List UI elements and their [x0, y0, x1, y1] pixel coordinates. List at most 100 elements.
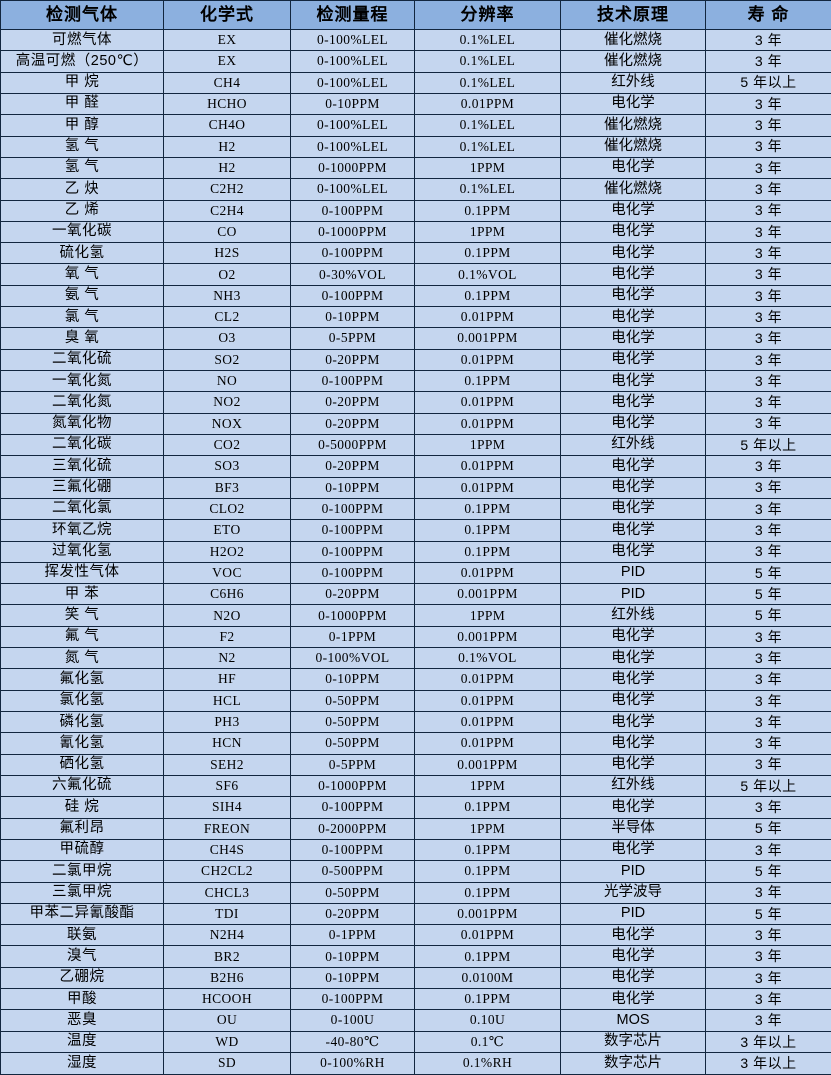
cell-technology: PID — [560, 561, 706, 585]
table-row: 硅 烷 SIH4 0-100PPM 0.1PPM 电化学 3 年 — [0, 796, 831, 819]
cell-technology: 电化学 — [560, 924, 706, 947]
cell-chemical-formula: NO — [163, 369, 291, 393]
cell-technology: 电化学 — [560, 796, 706, 819]
cell-detection-range: 0-20PPM — [290, 412, 415, 435]
table-row: 氟化氢 HF 0-10PPM 0.01PPM 电化学 3 年 — [0, 668, 831, 691]
cell-detection-range: 0-10PPM — [290, 476, 415, 499]
cell-technology: 半导体 — [560, 817, 706, 840]
cell-chemical-formula: CH2CL2 — [163, 860, 291, 883]
cell-gas-name: 氨 气 — [0, 284, 164, 308]
cell-resolution: 0.1%LEL — [414, 178, 561, 201]
cell-lifespan: 3 年 — [705, 753, 831, 776]
cell-detection-range: 0-5PPM — [290, 753, 415, 776]
table-row: 二氧化氯 CLO2 0-100PPM 0.1PPM 电化学 3 年 — [0, 497, 831, 521]
cell-detection-range: 0-100%LEL — [290, 50, 415, 73]
cell-detection-range: 0-1000PPM — [290, 774, 415, 798]
header-row: 检测气体 化学式 检测量程 分辨率 技术原理 寿 命 — [0, 0, 831, 30]
table-row: 氢 气 H2 0-1000PPM 1PPM 电化学 3 年 — [0, 156, 831, 180]
cell-lifespan: 3 年 — [705, 988, 831, 1011]
table-row: 溴气 BR2 0-10PPM 0.1PPM 电化学 3 年 — [0, 945, 831, 968]
cell-gas-name: 二氯甲烷 — [0, 860, 164, 883]
table-row: 六氟化硫 SF6 0-1000PPM 1PPM 红外线 5 年以上 — [0, 774, 831, 798]
cell-gas-name: 二氧化氮 — [0, 391, 164, 414]
column-header-lifespan: 寿 命 — [705, 0, 831, 30]
cell-resolution: 0.01PPM — [414, 306, 561, 329]
cell-detection-range: 0-50PPM — [290, 732, 415, 755]
cell-detection-range: 0-50PPM — [290, 710, 415, 734]
table-row: 乙硼烷 B2H6 0-10PPM 0.0100M 电化学 3 年 — [0, 966, 831, 990]
cell-gas-name: 氢 气 — [0, 156, 164, 180]
cell-detection-range: 0-100U — [290, 1009, 415, 1032]
cell-detection-range: 0-20PPM — [290, 455, 415, 478]
cell-lifespan: 3 年 — [705, 540, 831, 563]
cell-gas-name: 湿度 — [0, 1052, 164, 1075]
cell-lifespan: 5 年 — [705, 860, 831, 883]
cell-lifespan: 3 年 — [705, 135, 831, 158]
cell-technology: 电化学 — [560, 92, 706, 116]
cell-chemical-formula: EX — [163, 50, 291, 73]
cell-chemical-formula: HF — [163, 668, 291, 691]
cell-gas-name: 氮 气 — [0, 647, 164, 670]
table-row: 温度 WD -40-80℃ 0.1℃ 数字芯片 3 年以上 — [0, 1030, 831, 1054]
cell-lifespan: 3 年 — [705, 881, 831, 904]
cell-resolution: 1PPM — [414, 604, 561, 627]
cell-lifespan: 3 年 — [705, 945, 831, 968]
cell-gas-name: 环氧乙烷 — [0, 519, 164, 542]
table-row: 笑 气 N2O 0-1000PPM 1PPM 红外线 5 年 — [0, 604, 831, 627]
cell-detection-range: 0-10PPM — [290, 92, 415, 116]
cell-lifespan: 3 年 — [705, 369, 831, 393]
table-row: 二氯甲烷 CH2CL2 0-500PPM 0.1PPM PID 5 年 — [0, 860, 831, 883]
cell-gas-name: 六氟化硫 — [0, 774, 164, 798]
cell-gas-name: 乙硼烷 — [0, 966, 164, 990]
cell-chemical-formula: H2 — [163, 156, 291, 180]
cell-detection-range: 0-100PPM — [290, 561, 415, 585]
cell-chemical-formula: HCN — [163, 732, 291, 755]
cell-technology: 电化学 — [560, 369, 706, 393]
cell-resolution: 0.1%LEL — [414, 50, 561, 73]
cell-detection-range: 0-5PPM — [290, 327, 415, 350]
cell-chemical-formula: PH3 — [163, 710, 291, 734]
table-row: 恶臭 OU 0-100U 0.10U MOS 3 年 — [0, 1009, 831, 1032]
cell-lifespan: 3 年 — [705, 242, 831, 265]
table-row: 高温可燃（250℃） EX 0-100%LEL 0.1%LEL 催化燃烧 3 年 — [0, 50, 831, 73]
cell-gas-name: 甲酸 — [0, 988, 164, 1011]
table-row: 二氧化硫 SO2 0-20PPM 0.01PPM 电化学 3 年 — [0, 348, 831, 372]
cell-resolution: 0.1PPM — [414, 519, 561, 542]
cell-chemical-formula: OU — [163, 1009, 291, 1032]
cell-detection-range: 0-20PPM — [290, 902, 415, 926]
cell-resolution: 1PPM — [414, 433, 561, 457]
cell-lifespan: 3 年 — [705, 284, 831, 308]
cell-chemical-formula: C2H4 — [163, 199, 291, 222]
cell-chemical-formula: H2O2 — [163, 540, 291, 563]
table-row: 臭 氧 O3 0-5PPM 0.001PPM 电化学 3 年 — [0, 327, 831, 350]
cell-gas-name: 氮氧化物 — [0, 412, 164, 435]
cell-resolution: 0.1PPM — [414, 540, 561, 563]
cell-lifespan: 3 年 — [705, 1009, 831, 1032]
cell-detection-range: 0-100PPM — [290, 838, 415, 862]
cell-gas-name: 一氧化氮 — [0, 369, 164, 393]
cell-technology: 电化学 — [560, 284, 706, 308]
cell-lifespan: 5 年以上 — [705, 774, 831, 798]
cell-resolution: 0.01PPM — [414, 412, 561, 435]
cell-technology: 电化学 — [560, 263, 706, 286]
cell-chemical-formula: N2H4 — [163, 924, 291, 947]
table-row: 硫化氢 H2S 0-100PPM 0.1PPM 电化学 3 年 — [0, 242, 831, 265]
cell-detection-range: 0-100%LEL — [290, 178, 415, 201]
cell-technology: 催化燃烧 — [560, 50, 706, 73]
cell-detection-range: 0-500PPM — [290, 860, 415, 883]
cell-resolution: 0.001PPM — [414, 625, 561, 649]
cell-lifespan: 3 年 — [705, 327, 831, 350]
cell-detection-range: 0-20PPM — [290, 583, 415, 606]
cell-chemical-formula: B2H6 — [163, 966, 291, 990]
cell-technology: 光学波导 — [560, 881, 706, 904]
cell-chemical-formula: TDI — [163, 902, 291, 926]
cell-chemical-formula: CL2 — [163, 306, 291, 329]
cell-gas-name: 甲 醛 — [0, 92, 164, 116]
cell-lifespan: 3 年以上 — [705, 1052, 831, 1075]
table-row: 湿度 SD 0-100%RH 0.1%RH 数字芯片 3 年以上 — [0, 1052, 831, 1075]
cell-gas-name: 三氯甲烷 — [0, 881, 164, 904]
cell-resolution: 0.001PPM — [414, 753, 561, 776]
column-header-formula: 化学式 — [163, 0, 291, 30]
cell-chemical-formula: SO3 — [163, 455, 291, 478]
table-row: 氮氧化物 NOX 0-20PPM 0.01PPM 电化学 3 年 — [0, 412, 831, 435]
